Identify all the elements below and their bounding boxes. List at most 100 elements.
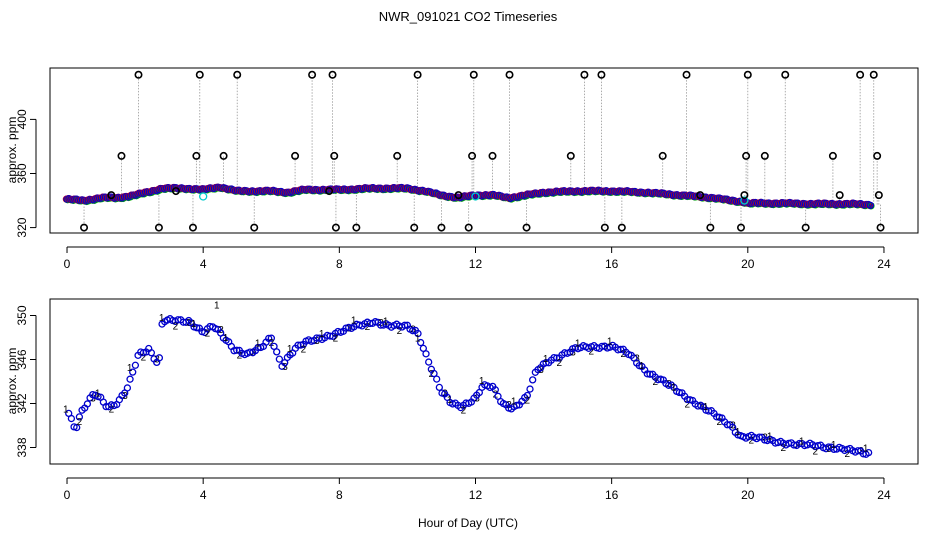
bottom-series-digit-3: 3 [570,348,576,359]
bottom-x-tick-label: 8 [336,488,343,502]
bottom-series-digit-2: 2 [781,443,787,454]
bottom-series-digit-2: 2 [173,321,179,332]
bottom-series-digit-1: 1 [671,382,677,393]
top-outlier-point [154,223,163,232]
bottom-x-tick-label: 0 [64,488,71,502]
top-x-tick-label: 4 [200,257,207,271]
bottom-point [854,447,862,455]
top-outlier-point [413,70,422,79]
bottom-series-digit-2: 2 [653,377,659,388]
bottom-series-digit-2: 2 [589,347,595,358]
top-x-tick-label: 0 [64,257,71,271]
bottom-point [422,350,430,358]
bottom-series-digit-2: 2 [365,322,371,333]
top-outlier-point [117,151,126,160]
top-data-points [62,70,885,232]
x-axis-title: Hour of Day (UTC) [418,516,518,530]
bottom-series-digit-2: 2 [269,338,275,349]
top-point-series3 [866,201,874,210]
bottom-series-digit-2: 2 [749,435,755,446]
top-outlier-point [468,151,477,160]
top-x-tick-label: 16 [605,257,619,271]
bottom-series-digit-3: 3 [602,342,608,353]
top-outlier-point [325,187,334,196]
bottom-point [275,355,284,363]
bottom-point [526,385,534,393]
bottom-series-digit-3: 3 [698,401,704,412]
bottom-series-digit-1: 1 [214,301,220,312]
bottom-y-tick-label: 346 [15,349,29,369]
top-outlier-point [801,223,810,232]
top-outlier-point [134,70,143,79]
top-outlier-point [706,223,715,232]
bottom-series-digit-1: 1 [415,334,421,345]
bottom-series-digit-1: 1 [511,396,517,407]
top-outlier-point [454,191,463,200]
top-outlier-point [781,70,790,79]
top-outlier-point [171,187,180,196]
bottom-series-digit-2: 2 [557,358,563,369]
bottom-series-digit-3: 3 [474,394,480,405]
bottom-point [646,370,654,378]
bottom-series-digit-2: 2 [525,395,531,406]
top-highlight-point [471,192,480,201]
bottom-point [123,384,132,392]
top-outlier-point [464,223,473,232]
bottom-series-digit-1: 1 [383,316,389,327]
bottom-point [654,376,662,384]
bottom-point [126,375,134,383]
bottom-series-digit-1: 1 [255,339,261,350]
top-outlier-point [522,223,531,232]
bottom-series-digit-3: 3 [282,362,288,373]
bottom-point [67,414,76,423]
top-outlier-point [107,191,116,200]
bottom-point [864,448,873,457]
bottom-series-digit-2: 2 [397,326,403,337]
bottom-series-digit-1: 1 [607,336,613,347]
top-x-tick-label: 24 [877,257,891,271]
bottom-point [409,327,417,335]
top-outlier-point [869,70,878,79]
bottom-series-digit-1: 1 [735,427,741,438]
bottom-series-digit-2: 2 [845,449,851,460]
bottom-series-digit-1: 1 [127,363,133,374]
top-y-tick-label: 320 [15,217,29,237]
top-outlier-point [219,151,228,160]
bottom-series-digit-2: 2 [77,417,83,428]
bottom-series-digit-2: 2 [205,329,211,340]
bottom-series-digit-1: 1 [63,405,69,416]
bottom-point [155,354,164,362]
bottom-point [75,413,84,421]
top-outlier-point [597,70,606,79]
bottom-y-tick-label: 350 [15,305,29,325]
bottom-series-digit-1: 1 [575,339,581,350]
bottom-series-digit-1: 1 [767,432,773,443]
top-outlier-point [856,70,865,79]
bottom-point [425,358,433,366]
bottom-series-digit-3: 3 [442,389,448,400]
bottom-point [523,391,531,400]
bottom-point [147,349,156,357]
top-highlight-point [740,196,749,205]
bottom-y-tick-label: 338 [15,437,29,457]
bottom-series-digit-1: 1 [319,329,325,340]
bottom-point [233,346,241,354]
top-outlier-point [330,151,339,160]
bottom-series-digit-3: 3 [634,354,640,365]
top-outlier-point [80,223,89,232]
bottom-point [129,368,137,376]
chart-title: NWR_091021 CO2 Timeseries [379,9,558,24]
bottom-point [193,324,201,332]
top-outlier-point [437,223,446,232]
bottom-x-tick-label: 16 [605,488,619,502]
top-outlier-point [835,191,844,200]
bottom-point [83,400,92,408]
bottom-series-digit-2: 2 [813,447,819,458]
bottom-series-digit-1: 1 [447,395,453,406]
bottom-point [131,361,140,369]
top-outlier-point [874,191,883,200]
top-outlier-point [617,223,626,232]
